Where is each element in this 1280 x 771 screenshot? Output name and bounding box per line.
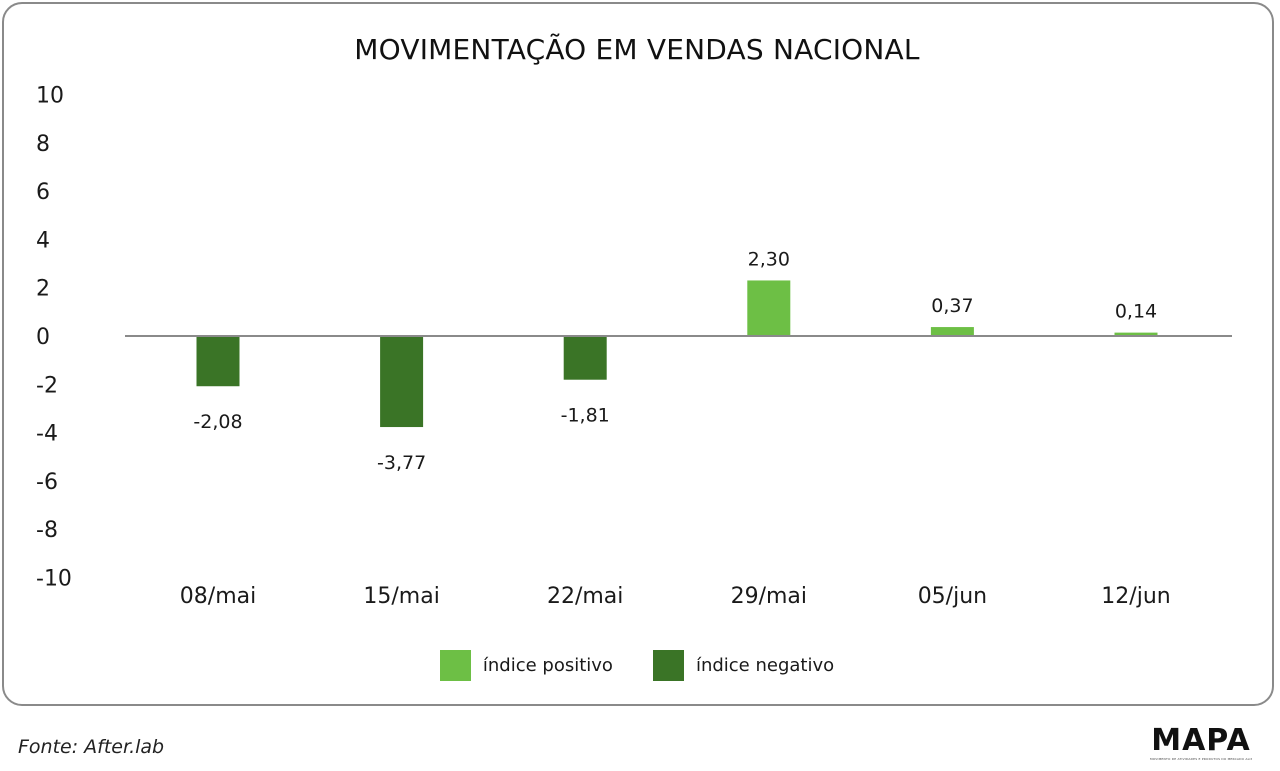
x-tick-label: 29/mai xyxy=(731,584,807,609)
bar xyxy=(930,327,974,336)
data-label: -1,81 xyxy=(561,405,610,427)
x-tick-label: 08/mai xyxy=(180,584,256,609)
y-tick-label: -10 xyxy=(36,567,72,592)
legend-item-negative: índice negativo xyxy=(652,650,835,681)
bar xyxy=(747,280,791,336)
data-label: -2,08 xyxy=(193,411,242,433)
data-label: 0,14 xyxy=(1115,301,1157,323)
legend-label-negative: índice negativo xyxy=(695,655,835,676)
x-tick-label: 22/mai xyxy=(547,584,623,609)
y-tick-label: -8 xyxy=(36,518,58,543)
chart-legend: índice positivo índice negativo xyxy=(0,650,1274,681)
logo-wordmark: MAPA xyxy=(1151,723,1251,758)
bar xyxy=(380,336,424,428)
y-tick-label: -6 xyxy=(36,470,58,495)
chart-title: MOVIMENTAÇÃO EM VENDAS NACIONAL xyxy=(354,33,920,66)
bar xyxy=(563,336,607,380)
legend-swatch-positive xyxy=(439,650,471,681)
bar xyxy=(196,336,240,387)
y-tick-label: -4 xyxy=(36,422,58,447)
source-note: Fonte: After.lab xyxy=(18,736,165,758)
y-tick-label: -2 xyxy=(36,373,58,398)
y-tick-label: 4 xyxy=(36,228,50,253)
x-tick-label: 05/jun xyxy=(918,584,987,609)
data-label: -3,77 xyxy=(377,452,426,474)
bar-chart: 10 8 6 4 2 0 -2 -4 -6 -8 -10 -2,08 08/mai -3,77 15/mai… xyxy=(36,84,1232,609)
x-tick-label: 15/mai xyxy=(363,584,439,609)
y-tick-label: 2 xyxy=(36,277,50,302)
y-tick-label: 10 xyxy=(36,84,64,109)
mapa-logo: MAPA MOVIMENTO DE ATIVIDADES E PRODUTOS … xyxy=(1150,723,1252,762)
y-tick-label: 6 xyxy=(36,180,50,205)
bar xyxy=(1114,332,1158,336)
legend-item-positive: índice positivo xyxy=(439,650,613,681)
legend-swatch-negative xyxy=(652,650,684,681)
y-tick-label: 8 xyxy=(36,132,50,157)
data-label: 2,30 xyxy=(748,248,790,270)
legend-label-positive: índice positivo xyxy=(482,655,613,676)
logo-tagline: MOVIMENTO DE ATIVIDADES E PRODUTOS DO ME… xyxy=(1150,757,1252,761)
y-tick-label: 0 xyxy=(36,325,50,350)
data-label: 0,37 xyxy=(931,295,973,317)
x-tick-label: 12/jun xyxy=(1101,584,1170,609)
chart-frame xyxy=(2,2,1274,706)
